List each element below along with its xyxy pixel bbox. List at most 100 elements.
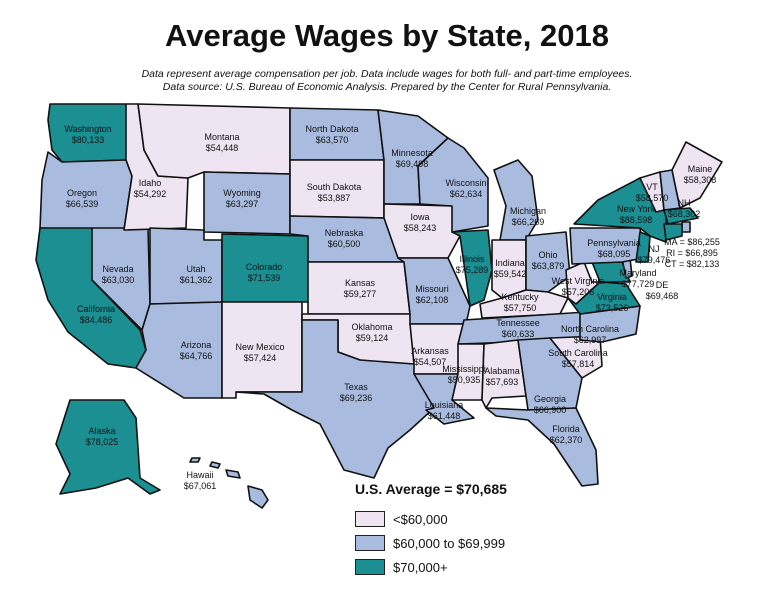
- state-arizona[interactable]: [135, 301, 223, 399]
- state-texas[interactable]: [235, 319, 435, 479]
- state-name-mississippi: Mississippi: [442, 364, 486, 374]
- state-wisconsin[interactable]: [417, 137, 489, 233]
- state-ohio[interactable]: [525, 231, 571, 293]
- state-name-wisconsin: Wisconsin: [445, 178, 486, 188]
- state-name-colorado: Colorado: [246, 262, 283, 272]
- state-name-michigan: Michigan: [510, 206, 546, 216]
- state-value-tennessee: $60,633: [502, 329, 535, 339]
- state-value-washington: $80,133: [72, 135, 105, 145]
- state-name-indiana: Indiana: [495, 258, 525, 268]
- state-name-arkansas: Arkansas: [411, 346, 449, 356]
- legend-label-mid: $60,000 to $69,999: [393, 535, 506, 551]
- state-value-nj: $79,476: [638, 255, 671, 265]
- state-name-texas: Texas: [344, 382, 368, 392]
- state-value-new-mexico: $57,424: [244, 353, 277, 363]
- state-name-ohio: Ohio: [538, 250, 557, 260]
- state-value-montana: $54,448: [206, 143, 239, 153]
- state-value-florida: $62,370: [550, 435, 583, 445]
- state-value-alaska: $78,025: [86, 437, 119, 447]
- state-value-south-dakota: $53,887: [318, 193, 351, 203]
- state-name-nebraska: Nebraska: [325, 228, 364, 238]
- state-value-arizona: $64,766: [180, 351, 213, 361]
- state-maine[interactable]: [671, 141, 723, 209]
- state-name-nj: NJ: [649, 244, 660, 254]
- side-label-ct: CT = $82,133: [665, 259, 720, 269]
- state-mississippi[interactable]: [451, 343, 485, 401]
- state-name-oklahoma: Oklahoma: [351, 322, 392, 332]
- state-name-louisiana: Louisiana: [425, 400, 464, 410]
- state-name-nh: NH: [678, 198, 691, 208]
- legend-swatch-mid: [355, 535, 385, 551]
- state-michigan[interactable]: [493, 159, 539, 241]
- state-illinois[interactable]: [451, 229, 493, 307]
- state-name-idaho: Idaho: [139, 178, 162, 188]
- state-name-new-mexico: New Mexico: [235, 342, 284, 352]
- state-value-utah: $61,362: [180, 275, 213, 285]
- state-massachusetts[interactable]: [663, 207, 699, 225]
- state-value-north-carolina: $62,997: [574, 335, 607, 345]
- state-value-indiana: $59,542: [494, 269, 527, 279]
- state-value-oklahoma: $59,124: [356, 333, 389, 343]
- state-name-montana: Montana: [204, 132, 239, 142]
- state-value-new-york: $88,598: [620, 215, 653, 225]
- state-name-wyoming: Wyoming: [223, 188, 260, 198]
- state-new-jersey[interactable]: [635, 231, 651, 263]
- state-florida[interactable]: [485, 407, 599, 487]
- state-name-south-dakota: South Dakota: [307, 182, 362, 192]
- state-value-mississippi: $50,935: [448, 375, 481, 385]
- state-name-new-york: New York: [617, 204, 656, 214]
- state-name-north-dakota: North Dakota: [305, 124, 358, 134]
- state-kansas[interactable]: [307, 261, 411, 315]
- subtitle-source: Data source: U.S. Bureau of Economic Ana…: [162, 81, 612, 93]
- state-name-maine: Maine: [688, 164, 713, 174]
- state-value-west-virginia: $57,206: [562, 287, 595, 297]
- legend-label-low: <$60,000: [393, 511, 448, 527]
- state-value-north-dakota: $63,570: [316, 135, 349, 145]
- state-name-arizona: Arizona: [181, 340, 212, 350]
- state-value-maryland: $77,729: [622, 279, 655, 289]
- state-value-pennsylvania: $68,095: [598, 249, 631, 259]
- state-north-dakota[interactable]: [289, 107, 385, 161]
- state-value-colorado: $71,539: [248, 273, 281, 283]
- state-name-vt: VT: [646, 182, 658, 192]
- state-name-georgia: Georgia: [534, 394, 566, 404]
- state-value-louisiana: $61,448: [428, 411, 461, 421]
- state-name-florida: Florida: [552, 424, 580, 434]
- state-name-missouri: Missouri: [415, 284, 449, 294]
- state-hawaii[interactable]: [189, 457, 269, 509]
- state-name-utah: Utah: [186, 264, 205, 274]
- state-value-nh: $68,302: [668, 209, 701, 219]
- state-alaska[interactable]: [55, 399, 161, 495]
- subtitle-note: Data represent average compensation per …: [141, 68, 633, 80]
- state-name-washington: Washington: [64, 124, 111, 134]
- state-name-south-carolina: South Carolina: [548, 348, 608, 358]
- state-name-tennessee: Tennessee: [496, 318, 540, 328]
- state-name-nevada: Nevada: [102, 264, 133, 274]
- state-name-pennsylvania: Pennsylvania: [587, 238, 641, 248]
- state-value-maine: $58,308: [684, 175, 717, 185]
- state-value-georgia: $66,900: [534, 405, 567, 415]
- state-value-missouri: $62,108: [416, 295, 449, 305]
- state-value-hawaii: $67,061: [184, 481, 217, 491]
- state-value-kentucky: $57,750: [504, 303, 537, 313]
- state-value-wyoming: $63,297: [226, 199, 259, 209]
- state-name-california: California: [77, 304, 115, 314]
- state-name-alaska: Alaska: [88, 426, 115, 436]
- state-name-north-carolina: North Carolina: [561, 324, 619, 334]
- state-value-wisconsin: $62,634: [450, 189, 483, 199]
- legend-item-mid: $60,000 to $69,999: [355, 531, 507, 555]
- state-value-south-carolina: $57,814: [562, 359, 595, 369]
- side-label-ma: MA = $86,255: [664, 237, 720, 247]
- state-georgia[interactable]: [517, 337, 583, 411]
- legend-label-high: $70,000+: [393, 559, 448, 575]
- map-title: Average Wages by State, 2018: [165, 18, 609, 53]
- state-name-hawaii: Hawaii: [186, 470, 213, 480]
- state-connecticut[interactable]: [663, 223, 683, 241]
- state-value-nevada: $63,030: [102, 275, 135, 285]
- state-rhode-island[interactable]: [681, 221, 691, 233]
- map-legend: U.S. Average = $70,685 <$60,000 $60,000 …: [355, 481, 507, 579]
- state-value-idaho: $54,292: [134, 189, 167, 199]
- side-label-ri: RI = $66,895: [666, 248, 718, 258]
- state-name-maryland: Maryland: [619, 268, 656, 278]
